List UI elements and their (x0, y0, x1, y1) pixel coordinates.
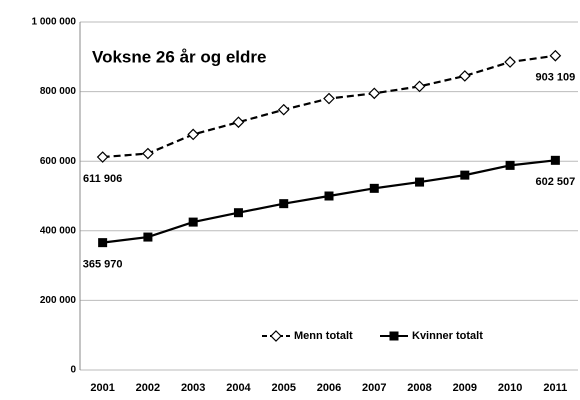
point (143, 232, 153, 242)
data-label: 602 507 (535, 176, 575, 188)
point (233, 208, 243, 218)
point (550, 155, 560, 165)
point (142, 147, 154, 160)
y-tick-label: 1 000 000 (32, 17, 77, 28)
point (505, 160, 515, 170)
x-tick-label: 2008 (407, 382, 431, 394)
x-tick-label: 2009 (453, 382, 477, 394)
point (187, 128, 200, 141)
x-tick-label: 2004 (226, 382, 251, 394)
x-tick-label: 2007 (362, 382, 386, 394)
data-label: 611 906 (83, 173, 122, 185)
data-label: 365 970 (83, 259, 123, 271)
point (279, 199, 289, 209)
legend-label: Kvinner totalt (412, 330, 483, 342)
point (549, 49, 562, 62)
point (415, 177, 425, 187)
point (277, 103, 290, 116)
point (460, 170, 470, 180)
y-tick-label: 200 000 (40, 295, 77, 306)
y-tick-label: 0 (70, 365, 76, 376)
legend-label: Menn totalt (294, 330, 353, 342)
point (504, 56, 516, 68)
x-tick-label: 2006 (317, 382, 341, 394)
point (324, 191, 334, 201)
x-tick-label: 2003 (181, 382, 205, 394)
legend-marker (270, 330, 282, 342)
x-tick-label: 2002 (136, 382, 160, 394)
y-tick-label: 800 000 (40, 86, 77, 97)
point (458, 70, 471, 82)
x-tick-label: 2001 (90, 382, 114, 394)
point (323, 92, 335, 105)
legend-marker (389, 331, 399, 341)
x-tick-label: 2010 (498, 382, 522, 394)
point (96, 151, 109, 163)
point (188, 217, 198, 227)
x-tick-label: 2005 (271, 382, 295, 394)
y-tick-label: 400 000 (40, 225, 77, 236)
point (232, 116, 245, 129)
data-label: 903 109 (535, 72, 575, 84)
point (98, 238, 108, 248)
y-tick-label: 600 000 (40, 156, 77, 167)
chart-title: Voksne 26 år og eldre (92, 47, 266, 66)
point (368, 87, 381, 100)
point (413, 80, 426, 93)
point (369, 183, 379, 193)
x-tick-label: 2011 (543, 382, 567, 394)
